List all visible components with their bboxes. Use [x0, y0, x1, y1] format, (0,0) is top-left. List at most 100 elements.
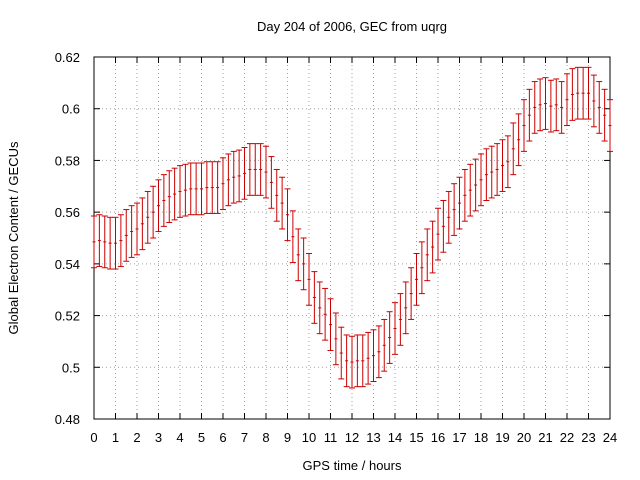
error-bar — [230, 150, 237, 204]
error-bar — [101, 215, 108, 269]
error-bar — [386, 311, 393, 364]
y-tick-labels: 0.48 0.5 0.52 0.54 0.56 0.58 0.6 0.62 — [55, 50, 80, 427]
error-bar — [322, 287, 329, 341]
y-tick-label: 0.5 — [62, 360, 80, 375]
error-bar — [510, 122, 517, 176]
error-bar — [268, 156, 275, 209]
error-bar — [553, 78, 560, 132]
y-tick-label: 0.54 — [55, 257, 80, 272]
error-bar — [166, 170, 173, 223]
error-bar — [515, 113, 522, 167]
error-bar — [526, 88, 533, 142]
error-bar — [564, 73, 570, 127]
x-tick-label: 1 — [112, 430, 119, 445]
error-bar — [160, 174, 167, 227]
error-bar — [499, 139, 506, 192]
error-bar — [171, 167, 178, 221]
error-bar — [359, 334, 366, 388]
error-bar — [381, 318, 388, 372]
error-bar — [273, 168, 280, 222]
error-bar — [521, 99, 527, 152]
x-tick-label: 12 — [345, 430, 359, 445]
x-tick-label: 2 — [133, 430, 140, 445]
error-bar — [531, 81, 538, 134]
error-bar — [461, 168, 468, 222]
error-bar — [241, 147, 248, 200]
x-tick-label: 17 — [452, 430, 466, 445]
error-bar — [375, 325, 382, 379]
error-bar — [128, 205, 135, 258]
x-tick-label: 9 — [284, 430, 291, 445]
error-bar — [580, 66, 587, 120]
error-bar — [354, 334, 361, 388]
x-tick-label: 10 — [302, 430, 316, 445]
x-tick-label: 24 — [603, 430, 617, 445]
error-bar — [392, 302, 398, 355]
error-bar — [418, 241, 425, 295]
error-bar — [295, 228, 302, 282]
error-bar — [150, 185, 157, 239]
y-tick-label: 0.56 — [55, 205, 80, 220]
error-bar — [198, 162, 205, 216]
error-bar — [139, 197, 146, 251]
axis-ticks — [93, 56, 611, 420]
error-bar — [187, 162, 194, 216]
error-bar — [214, 161, 221, 214]
error-bar — [365, 331, 372, 385]
x-tick-label: 20 — [517, 430, 531, 445]
error-bar — [370, 329, 377, 383]
error-bar — [203, 161, 210, 214]
error-bar — [424, 228, 431, 282]
error-bar — [590, 74, 597, 128]
x-axis-label: GPS time / hours — [303, 458, 402, 473]
error-bar — [311, 271, 318, 324]
error-bar — [472, 158, 479, 212]
y-tick-label: 0.58 — [55, 153, 80, 168]
error-bar — [451, 183, 458, 236]
x-tick-label: 4 — [176, 430, 183, 445]
error-bar — [408, 267, 415, 320]
error-bar — [284, 188, 291, 242]
x-tick-label: 11 — [324, 430, 338, 445]
series-gec — [91, 66, 613, 389]
x-tick-label: 3 — [155, 430, 162, 445]
error-bar — [542, 77, 549, 130]
error-bar — [155, 179, 162, 233]
error-bar — [585, 66, 592, 120]
error-bar — [601, 88, 608, 142]
error-bar — [252, 143, 259, 196]
chart-title: Day 204 of 2006, GEC from uqrg — [257, 19, 447, 34]
x-tick-label: 7 — [241, 430, 248, 445]
error-bar — [537, 78, 544, 132]
error-bar — [429, 220, 436, 274]
y-tick-label: 0.48 — [55, 412, 80, 427]
error-bar — [327, 298, 334, 351]
error-bar — [478, 153, 484, 207]
x-tick-label: 19 — [495, 430, 509, 445]
error-bar — [483, 148, 490, 202]
x-tick-label: 0 — [90, 430, 97, 445]
x-tick-labels: 0 1 2 3 4 5 6 7 8 9 10 11 12 13 14 15 16 17 18 19 20 21 22 23 24 — [90, 430, 617, 445]
error-bar — [300, 237, 307, 291]
error-bar — [112, 216, 119, 270]
error-bar — [494, 143, 501, 196]
error-bar — [332, 312, 339, 366]
y-tick-label: 0.52 — [55, 309, 80, 324]
error-bar — [456, 176, 463, 230]
error-bar — [445, 190, 452, 244]
x-tick-label: 23 — [581, 430, 595, 445]
error-bar — [306, 253, 312, 306]
x-tick-label: 14 — [388, 430, 402, 445]
error-bar — [209, 161, 216, 214]
error-bar — [488, 145, 495, 199]
error-bar — [504, 135, 511, 189]
y-tick-label: 0.62 — [55, 50, 80, 65]
x-tick-label: 8 — [262, 430, 269, 445]
error-bar — [193, 162, 200, 216]
y-tick-label: 0.6 — [62, 102, 80, 117]
error-bar — [596, 81, 603, 134]
error-bar — [547, 79, 554, 133]
x-tick-label: 21 — [538, 430, 552, 445]
error-bar — [263, 145, 269, 199]
